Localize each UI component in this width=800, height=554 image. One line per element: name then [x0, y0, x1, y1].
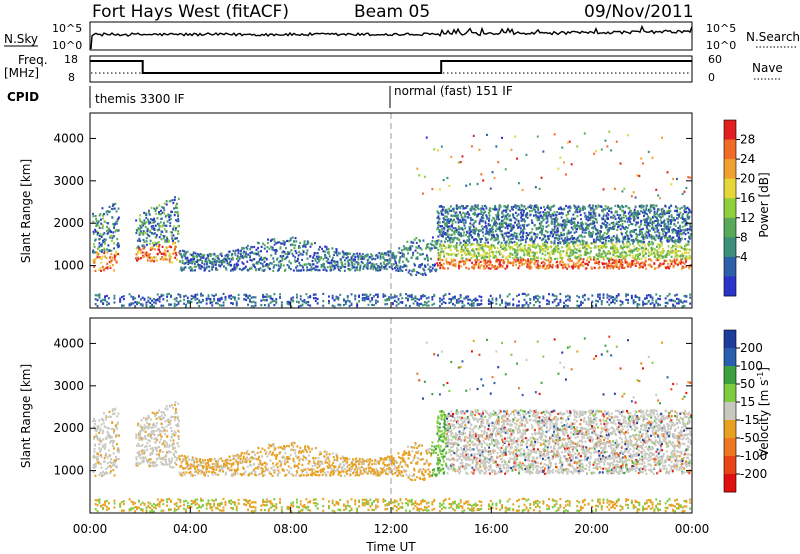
y-tick-label: 3000: [53, 379, 84, 393]
power-ylabel: Slant Range [km]: [19, 159, 33, 263]
colorbar-swatch: [724, 348, 736, 367]
colorbar-swatch: [724, 217, 736, 238]
colorbar-swatch: [724, 139, 736, 160]
colorbar-swatch: [724, 276, 736, 297]
freq-label: Freq.: [18, 53, 48, 67]
colorbar-swatch: [724, 456, 736, 475]
velocity-colorbar-label: Velocity [m s-1]: [756, 367, 771, 457]
cpid-mode-1: themis 3300 IF: [95, 92, 185, 106]
colorbar-swatch: [724, 120, 736, 140]
colorbar-tick-label: -200: [740, 467, 767, 481]
time-xlabel: Time UT: [365, 540, 416, 554]
colorbar-swatch: [724, 474, 736, 493]
power-data: [92, 113, 692, 308]
nave-label: Nave: [752, 61, 783, 75]
colorbar-swatch: [724, 384, 736, 403]
colorbar-swatch: [724, 256, 736, 277]
y-tick-label: 1000: [53, 464, 84, 478]
velocity-colorbar: 200 100 50 15 -15 -50 -100 -200 Velocity [m s-1…: [723, 329, 771, 493]
colorbar-swatch: [724, 159, 736, 180]
nsearch-label: N.Search: [746, 30, 800, 44]
y-tick-label: 3000: [53, 174, 84, 188]
y-tick-label: 1000: [53, 259, 84, 273]
y-tick-label: 2000: [53, 421, 84, 435]
cpid-mode-2: normal (fast) 151 IF: [394, 84, 513, 98]
nsearch-tick-1e0: 10^0: [706, 39, 736, 52]
y-tick-label: 4000: [53, 131, 84, 145]
power-y-ticks: 1000 2000 3000 4000: [53, 131, 692, 273]
x-tick-label: 16:00: [474, 522, 509, 536]
velocity-panel: 1000 2000 3000 4000 Slant Range [km]: [19, 317, 693, 514]
colorbar-tick-label: -100: [740, 449, 767, 463]
nsky-panel: N.Sky 10^5 10^0 10^5 10^0 N.Search: [4, 21, 800, 52]
colorbar-tick-label: 15: [740, 395, 755, 409]
freq-line: [90, 60, 692, 74]
colorbar-tick-label: 50: [740, 377, 755, 391]
colorbar-tick-label: 8: [740, 230, 748, 244]
time-x-ticks: 00:00 04:00 08:00 12:00 16:00 20:00 00:00: [73, 302, 710, 536]
station-title: Fort Hays West (fitACF): [92, 2, 289, 22]
colorbar-tick-label: 12: [740, 211, 755, 225]
power-panel: 1000 2000 3000 4000 Slant Range [km]: [19, 112, 693, 309]
colorbar-swatch: [724, 366, 736, 385]
cpid-label: CPID: [7, 90, 39, 104]
x-tick-label: 00:00: [73, 522, 108, 536]
nsky-line: [90, 24, 693, 50]
nave-tick-0: 0: [708, 71, 715, 84]
colorbar-swatch: [724, 237, 736, 258]
colorbar-tick-label: 16: [740, 191, 755, 205]
colorbar-tick-label: 28: [740, 133, 755, 147]
x-tick-label: 08:00: [273, 522, 308, 536]
freq-tick-8: 8: [68, 71, 75, 84]
nave-tick-60: 60: [708, 53, 722, 66]
date-title: 09/Nov/2011: [584, 2, 694, 22]
colorbar-swatch: [724, 178, 736, 199]
colorbar-tick-label: 20: [740, 172, 755, 186]
freq-unit: [MHz]: [4, 66, 39, 80]
beam-title: Beam 05: [354, 2, 430, 22]
cpid-row: CPID themis 3300 IF normal (fast) 151 IF: [7, 84, 513, 108]
x-tick-label: 12:00: [374, 522, 409, 536]
nsearch-tick-1e5: 10^5: [706, 22, 736, 35]
colorbar-tick-label: 4: [740, 250, 748, 264]
velocity-ylabel: Slant Range [km]: [19, 364, 33, 468]
colorbar-tick-label: 24: [740, 152, 755, 166]
colorbar-tick-label: 200: [740, 341, 763, 355]
power-colorbar-label: Power [dB]: [757, 172, 771, 237]
x-tick-label: 04:00: [173, 522, 208, 536]
colorbar-swatch: [724, 330, 736, 349]
x-tick-label: 00:00: [675, 522, 710, 536]
nsky-tick-1e5: 10^5: [52, 22, 82, 35]
colorbar-tick-label: 100: [740, 359, 763, 373]
velocity-y-ticks: 1000 2000 3000 4000: [53, 336, 692, 478]
colorbar-tick-label: -50: [740, 431, 760, 445]
y-tick-label: 4000: [53, 336, 84, 350]
freq-tick-18: 18: [64, 53, 78, 66]
colorbar-swatch: [724, 420, 736, 439]
x-tick-label: 20:00: [574, 522, 609, 536]
colorbar-tick-label: -15: [740, 413, 760, 427]
nsky-tick-1e0: 10^0: [52, 39, 82, 52]
y-tick-label: 2000: [53, 216, 84, 230]
velocity-data: [92, 318, 692, 513]
power-colorbar: 28 24 20 16 12 8 4 Power [dB]: [723, 119, 771, 297]
colorbar-swatch: [724, 438, 736, 457]
colorbar-swatch: [724, 402, 736, 421]
colorbar-swatch: [724, 198, 736, 219]
freq-panel: Freq. [MHz] 18 8 60 0 Nave: [4, 53, 783, 84]
nsky-label: N.Sky: [4, 32, 38, 46]
